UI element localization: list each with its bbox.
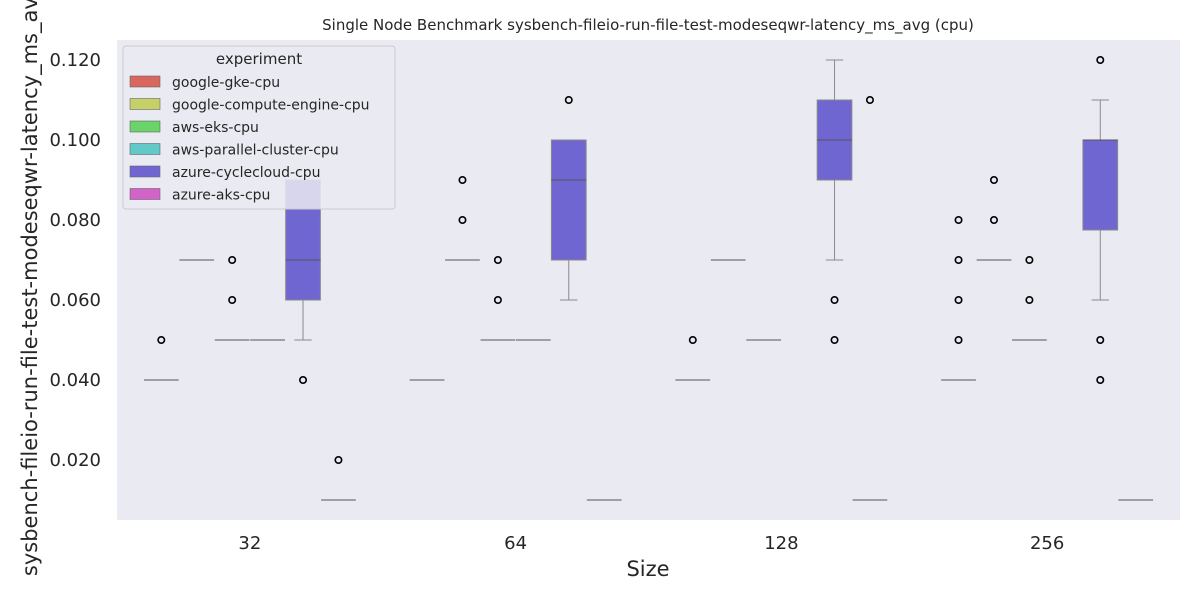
outlier-point — [954, 295, 963, 304]
legend-swatch — [129, 188, 161, 200]
legend-label: google-compute-engine-cpu — [172, 98, 370, 114]
outlier-point — [1025, 255, 1034, 264]
legend-items: google-gke-cpu google-compute-engine-cpu a… — [129, 75, 370, 204]
y-tick-label: 0.100 — [49, 130, 101, 151]
outlier-point — [493, 295, 502, 304]
outlier-point — [688, 335, 697, 344]
outlier-point — [228, 295, 237, 304]
outlier-point — [865, 96, 874, 105]
y-tick-label: 0.040 — [49, 370, 101, 391]
outlier-point — [989, 216, 998, 225]
y-tick-labels: 0.020 0.040 0.060 0.080 0.100 0.120 — [49, 50, 101, 471]
x-tick-labels: 32 64 128 256 — [238, 533, 1064, 554]
legend: experiment google-gke-cpu google-compute-… — [122, 45, 396, 210]
legend-swatch — [129, 120, 161, 133]
chart-marks — [143, 55, 1154, 501]
legend-label: azure-cyclecloud-cpu — [172, 165, 321, 181]
x-tick-label: 256 — [1030, 533, 1064, 554]
x-tick-label: 32 — [238, 533, 261, 554]
outlier-point — [830, 295, 839, 304]
outlier-point — [954, 216, 963, 225]
outlier-point — [954, 255, 963, 264]
outlier-point — [1096, 375, 1105, 384]
legend-label: google-gke-cpu — [172, 75, 280, 91]
legend-swatch — [129, 143, 161, 155]
legend-swatch — [129, 75, 161, 88]
y-tick-label: 0.020 — [49, 450, 101, 471]
series-google-compute-engine-cpu — [179, 176, 1012, 261]
outlier-point — [334, 455, 343, 464]
chart-title: Single Node Benchmark sysbench-fileio-ru… — [322, 16, 974, 35]
x-tick-label: 64 — [504, 533, 527, 554]
outlier-point — [1096, 55, 1105, 64]
outlier-point — [1025, 295, 1034, 304]
y-tick-label: 0.060 — [49, 290, 101, 311]
y-tick-label: 0.080 — [49, 210, 101, 231]
outlier-point — [989, 176, 998, 185]
legend-frame — [122, 45, 396, 210]
x-axis-label: Size — [626, 557, 669, 581]
y-tick-label: 0.120 — [49, 50, 101, 71]
outlier-point — [830, 335, 839, 344]
legend-swatch — [129, 165, 161, 178]
outlier-point — [493, 255, 502, 264]
outlier-point — [299, 375, 308, 384]
box — [550, 139, 587, 261]
series-google-gke-cpu — [143, 216, 976, 381]
outlier-point — [458, 176, 467, 185]
series-azure-cyclecloud-cpu — [285, 55, 1119, 384]
series-aws-eks-cpu — [214, 255, 1047, 341]
outlier-point — [458, 216, 467, 225]
legend-title: experiment — [216, 50, 302, 68]
legend-label: aws-eks-cpu — [172, 120, 259, 136]
x-tick-label: 128 — [764, 533, 798, 554]
box — [1082, 139, 1119, 231]
outlier-point — [564, 96, 573, 105]
series-azure-aks-cpu — [321, 96, 1154, 501]
outlier-point — [954, 335, 963, 344]
outlier-point — [228, 255, 237, 264]
y-axis-label: sysbench-fileio-run-file-test-modeseqwr-… — [18, 0, 43, 576]
legend-label: aws-parallel-cluster-cpu — [172, 143, 339, 159]
legend-label: azure-aks-cpu — [172, 188, 270, 204]
outlier-point — [157, 335, 166, 344]
legend-swatch — [129, 98, 161, 110]
outlier-point — [1096, 335, 1105, 344]
